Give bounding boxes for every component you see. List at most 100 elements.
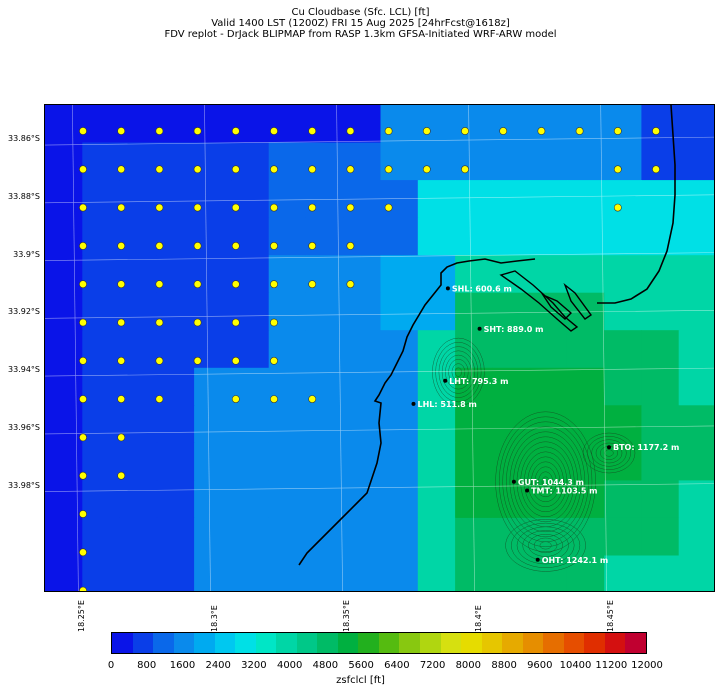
site-marker[interactable] [443,378,448,383]
site-marker[interactable] [535,557,540,562]
site-marker[interactable] [445,286,450,291]
contour-line [448,359,469,386]
field-cell [604,330,643,369]
field-cell [678,555,714,591]
field-cell [45,517,83,556]
field-cell [455,105,493,144]
graticule-lat [45,194,714,204]
graticule-lon [468,105,475,591]
contour-line [506,426,586,538]
graticule-lat [45,483,714,492]
field-cell [82,330,121,369]
colorbar-tick-label: 8000 [455,660,482,671]
thermal-marker-dot [193,165,202,174]
site-marker[interactable] [511,479,516,484]
thermal-marker-dot [155,356,164,365]
field-cell [380,292,419,331]
field-cell [380,217,419,256]
field-cell [417,180,456,219]
field-cell [529,555,568,591]
lat-tick-label: 33.94°S [8,365,40,375]
graticule-lon [72,105,79,591]
field-cell [231,217,270,256]
field-cell [529,142,568,181]
thermal-marker-dot [422,127,431,135]
lat-tick-label: 33.98°S [8,480,40,490]
contour-line [595,442,623,464]
graticule-lon [600,105,607,591]
site-marker[interactable] [607,445,611,450]
field-cell [566,142,605,181]
field-cell [82,480,121,519]
field-cell [641,442,680,481]
thermal-marker-dot [384,127,393,135]
field-cell [566,555,605,591]
field-cell [82,180,121,219]
contour-line [495,411,596,553]
field-cell [119,217,158,256]
thermal-marker-dot [231,203,240,212]
contour-line [454,367,462,377]
field-cell [268,142,307,181]
thermal-marker-dot [270,280,278,289]
graticule-lat [45,136,714,146]
field-cell [492,142,531,181]
field-cell [455,217,493,256]
thermal-marker-dot [346,127,355,135]
colorbar-tick-label: 0 [107,660,115,671]
colorbar-segment [235,633,256,653]
field-cell [604,217,643,256]
field-cell [529,405,568,444]
lat-tick-label: 33.9°S [13,249,40,259]
colorbar-tick-label: 4800 [312,660,339,671]
coastline [298,258,536,566]
field-cell [417,442,456,481]
thermal-marker-dot [231,318,240,327]
contour-line [435,342,482,403]
field-cell [641,180,680,219]
thermal-marker-dot [537,127,546,135]
field-cell [194,142,232,181]
field-cell [119,367,158,406]
field-cell [380,330,419,369]
field-cell [417,292,456,331]
field-cell [45,105,83,144]
field-cell [268,105,307,144]
coastline-east [597,105,676,304]
colorbar-tick-label: 800 [137,660,157,671]
field-cell [119,292,158,331]
field-cell [82,217,121,256]
colorbar-segment [153,633,174,653]
thermal-marker-dot [79,280,87,289]
field-cell [156,255,195,294]
field-cell [194,217,232,256]
colorbar [111,632,647,654]
field-cell [641,367,680,406]
graticule-lon [336,105,343,591]
field-cell [604,255,643,294]
thermal-marker-dot [155,165,164,174]
contour-line [445,354,472,390]
thermal-marker-dot [79,318,87,327]
field-cell [604,142,643,181]
contour-line [509,431,582,533]
colorbar-tick-label: 5600 [348,660,374,671]
site-marker[interactable] [525,488,530,493]
site-marker[interactable] [477,326,482,331]
colorbar-tick-label: 8800 [491,660,517,671]
colorbar-label: zsfclcl [ft] [336,675,385,686]
lat-tick-label: 33.86°S [8,134,40,144]
field-cell [492,330,531,369]
field-cell [566,180,605,219]
colorbar-segment [337,633,359,653]
field-cell [119,180,158,219]
site-marker[interactable] [411,401,416,406]
colorbar-tick-label: 12000 [631,660,663,671]
field-cell [45,180,83,219]
field-cell [455,442,493,481]
thermal-marker-dot [270,318,278,327]
field-cell [82,255,121,294]
cloudbase-map[interactable]: SHL: 600.6 m SHT: 889.0 m LHT: 795.3 m LHL:… [44,104,715,592]
colorbar-segment [194,633,215,653]
colorbar-segment [543,633,564,653]
